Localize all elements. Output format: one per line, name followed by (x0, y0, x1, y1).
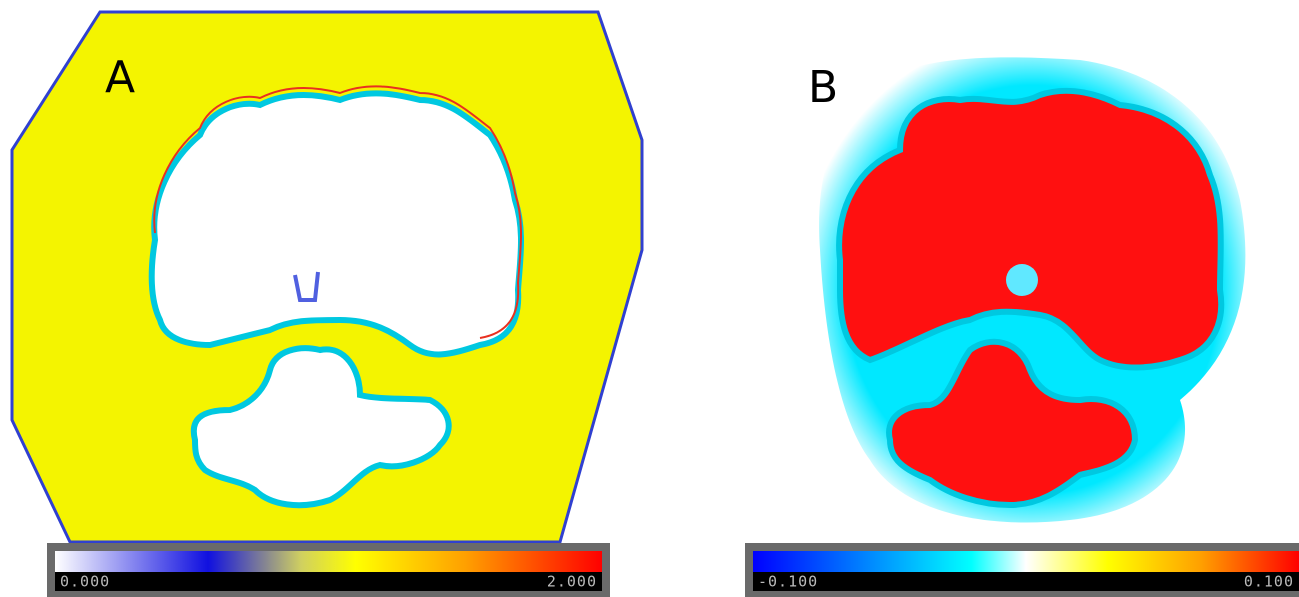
upper-region (152, 93, 521, 354)
colorbar-b: -0.100 0.100 (745, 543, 1299, 597)
colorbar-max: 0.100 (1244, 573, 1294, 591)
panel-a: A (12, 12, 642, 542)
notch (1006, 264, 1038, 296)
colorbar-max: 2.000 (547, 573, 597, 591)
colorbar-label-band (753, 572, 1299, 591)
colorbar-min: 0.000 (60, 573, 110, 591)
panel-label: B (808, 62, 838, 113)
colorbar-gradient (55, 551, 602, 572)
panel-b: B (808, 57, 1245, 522)
colorbar-a: 0.000 2.000 (47, 543, 610, 597)
colorbar-min: -0.100 (758, 573, 818, 591)
colorbar-label-band (55, 572, 602, 591)
panel-label: A (105, 52, 135, 103)
figure: A B 0.000 2.000 -0.100 0.100 (0, 0, 1299, 597)
colorbar-gradient (753, 551, 1299, 572)
